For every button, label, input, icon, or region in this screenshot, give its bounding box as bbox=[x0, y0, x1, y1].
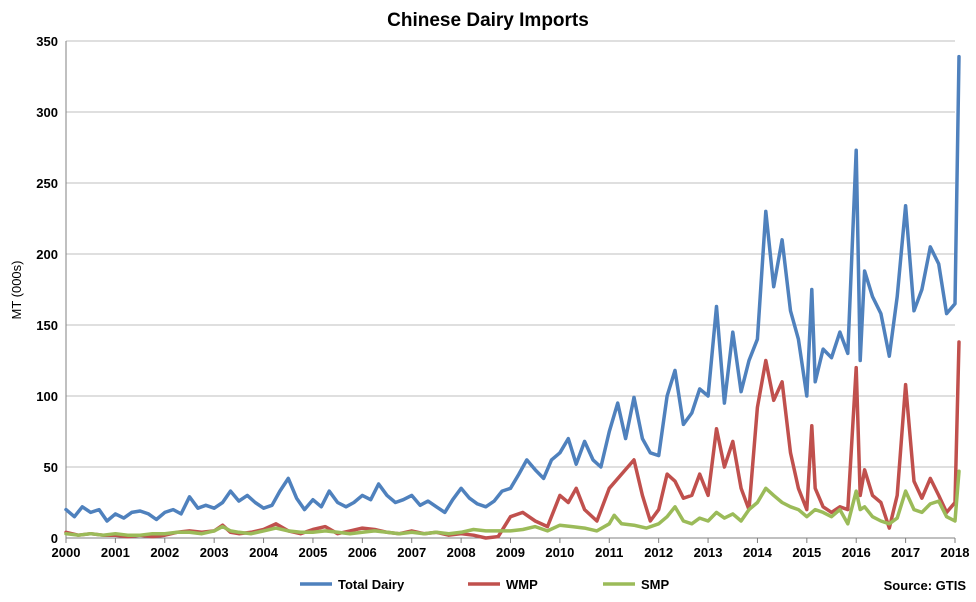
x-tick-label: 2018 bbox=[941, 545, 970, 560]
y-tick-label: 300 bbox=[36, 105, 58, 120]
y-tick-label: 200 bbox=[36, 247, 58, 262]
x-tick-label: 2008 bbox=[447, 545, 476, 560]
series-lines bbox=[64, 54, 961, 540]
x-tick-label: 2015 bbox=[792, 545, 821, 560]
gridlines bbox=[66, 40, 955, 468]
axes: 0 50 100 150 200 250 300 350 2000 2001 2002 2003 200… bbox=[36, 34, 969, 560]
x-tick-label: 2016 bbox=[842, 545, 871, 560]
x-tick-label: 2013 bbox=[694, 545, 723, 560]
x-tick-label: 2004 bbox=[249, 545, 279, 560]
x-tick-label: 2006 bbox=[348, 545, 377, 560]
series-line-smp bbox=[64, 469, 961, 537]
x-tick-label: 2010 bbox=[545, 545, 574, 560]
legend-label-wmp: WMP bbox=[506, 577, 538, 592]
legend-label-smp: SMP bbox=[641, 577, 670, 592]
chart-title: Chinese Dairy Imports bbox=[387, 10, 589, 31]
legend-label-total-dairy: Total Dairy bbox=[338, 577, 405, 592]
y-tick-label: 100 bbox=[36, 389, 58, 404]
x-tick-label: 2009 bbox=[496, 545, 525, 560]
series-line-total-dairy bbox=[64, 54, 961, 523]
x-tick-label: 2014 bbox=[743, 545, 773, 560]
x-tick-label: 2002 bbox=[150, 545, 179, 560]
x-tick-label: 2000 bbox=[52, 545, 81, 560]
y-tick-label: 350 bbox=[36, 34, 58, 49]
y-axis-label: MT (000s) bbox=[9, 261, 24, 320]
x-tick-label: 2011 bbox=[595, 545, 623, 560]
x-tick-label: 2007 bbox=[397, 545, 426, 560]
y-tick-label: 150 bbox=[36, 318, 58, 333]
legend: Total Dairy WMP SMP bbox=[300, 577, 670, 592]
x-tick-label: 2001 bbox=[101, 545, 130, 560]
y-tick-label: 250 bbox=[36, 176, 58, 191]
y-tick-label: 50 bbox=[44, 460, 58, 475]
source-note: Source: GTIS bbox=[884, 578, 967, 593]
x-tick-label: 2003 bbox=[200, 545, 229, 560]
x-tick-label: 2005 bbox=[298, 545, 327, 560]
x-tick-label: 2012 bbox=[644, 545, 673, 560]
y-tick-label: 0 bbox=[51, 531, 58, 546]
x-tick-label: 2017 bbox=[891, 545, 920, 560]
